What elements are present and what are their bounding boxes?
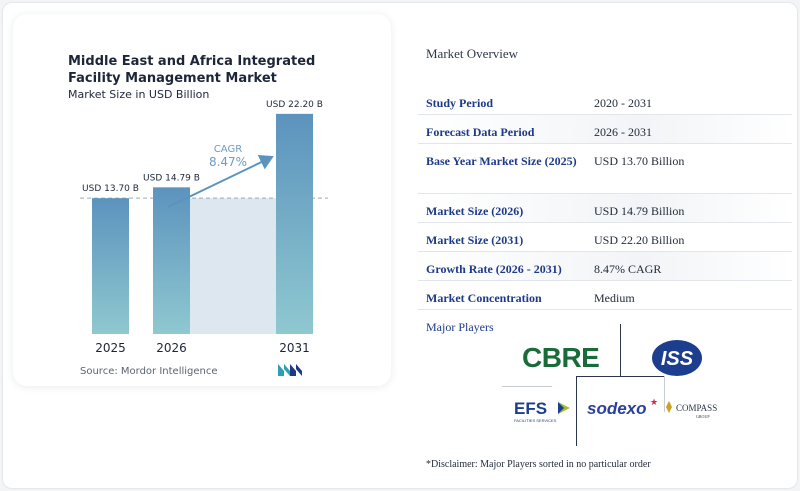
bar-value-label: USD 14.79 B [143,173,200,183]
row-key: Market Concentration [426,291,542,305]
sodexo-star-icon: ★ [650,397,659,407]
row-value: USD 22.20 Billion [594,233,685,247]
cagr-value: 8.47% [209,155,247,169]
efs-logo-text: EFS [514,399,547,418]
row-value: 8.47% CAGR [594,262,662,276]
x-tick-label: 2026 [156,341,187,355]
disclaimer: *Disclaimer: Major Players sorted in no … [426,459,651,470]
divider [664,376,665,412]
players-title: Major Players [426,320,494,334]
bar [276,113,313,334]
bar [153,187,190,334]
table-row: Market Size (2031) USD 22.20 Billion [418,223,792,252]
compass-logo-icon: COMPASS GROUP [666,401,717,419]
bar-value-label: USD 22.20 B [266,100,323,110]
x-tick-label: 2025 [95,341,126,355]
row-value: 2020 - 2031 [594,96,652,110]
table-row: Market Size (2026) USD 14.79 Billion [418,194,792,223]
divider [620,324,621,376]
compass-logo-subtext: GROUP [696,414,710,419]
row-value: USD 13.70 Billion [594,154,685,168]
row-key: Base Year Market Size (2025) [426,154,577,168]
divider [576,376,577,446]
table-row: Growth Rate (2026 - 2031) 8.47% CAGR [418,252,792,281]
cagr-arrow [167,154,274,208]
table-row: Study Period 2020 - 2031 [418,86,792,115]
row-key: Study Period [426,96,494,110]
row-value: Medium [594,291,635,305]
iss-logo-text: ISS [661,348,694,370]
table-row: Forecast Data Period 2026 - 2031 [418,115,792,144]
bar [92,198,129,334]
source-note: Source: Mordor Intelligence [80,366,218,377]
table-row: Base Year Market Size (2025) USD 13.70 B… [418,144,792,194]
row-key: Market Size (2026) [426,204,524,218]
cbre-logo: CBRE [522,342,600,373]
table-row: Market Concentration Medium [418,281,792,310]
growth-shade [190,198,276,334]
row-key: Market Size (2031) [426,233,524,247]
x-tick-label: 2031 [279,341,310,355]
row-key: Forecast Data Period [426,125,535,139]
chart-title: Middle East and Africa Integrated Facili… [68,54,316,86]
compass-logo-text: COMPASS [676,403,717,413]
row-key: Growth Rate (2026 - 2031) [426,262,562,276]
mordor-logo-icon [278,364,302,376]
chart-subtitle: Market Size in USD Billion [68,88,210,101]
sodexo-logo: sodexo [587,399,647,418]
divider [576,376,664,377]
efs-logo-icon: EFS FACILITIES SERVICES [514,399,570,423]
divider [502,386,552,387]
overview-table: Study Period 2020 - 2031 Forecast Data P… [418,86,792,310]
row-value: 2026 - 2031 [594,125,652,139]
cagr-label: CAGR [214,144,242,155]
row-value: USD 14.79 Billion [594,204,685,218]
bar-chart: USD 13.70 B 2025 USD 14.79 B 2026 USD 22.20 … [80,100,328,355]
overview-title: Market Overview [426,46,519,61]
efs-logo-subtext: FACILITIES SERVICES [514,418,557,423]
bar-value-label: USD 13.70 B [82,184,139,194]
iss-logo-icon: ISS [652,340,702,376]
